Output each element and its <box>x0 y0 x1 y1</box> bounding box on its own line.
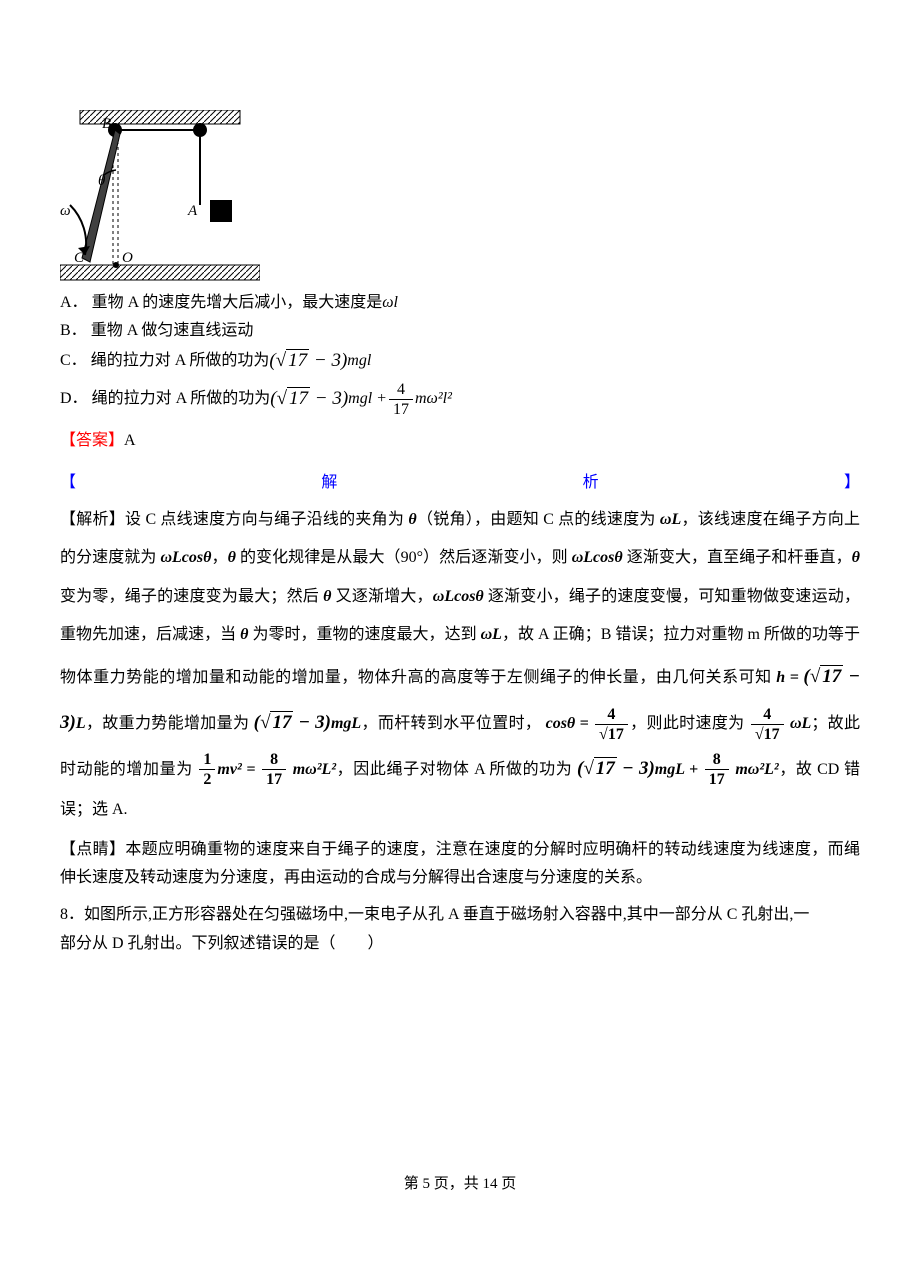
fig-label-B: B <box>102 116 111 132</box>
option-D-text: 绳的拉力对 A 所做的功为 <box>92 387 271 411</box>
option-D-mid: mgl + <box>348 387 387 411</box>
q8-num: 8． <box>60 906 84 923</box>
option-D-label: D． <box>60 387 88 411</box>
explanation-body: 【解析】设 C 点线速度方向与绳子沿线的夹角为 θ（锐角），由题知 C 点的线速… <box>60 501 860 830</box>
page-footer: 第 5 页，共 14 页 <box>0 1172 920 1193</box>
point-section: 【点睛】本题应明确重物的速度来自于绳子的速度，注意在速度的分解时应明确杆的转动线… <box>60 836 860 894</box>
option-A: A． 重物 A 的速度先增大后减小，最大速度是 ωl <box>60 291 860 315</box>
q8-line2: 部分从 D 孔射出。下列叙述错误的是（ ） <box>60 935 384 952</box>
option-B-text: 重物 A 做匀速直线运动 <box>91 319 254 343</box>
option-A-text: 重物 A 的速度先增大后减小，最大速度是 <box>92 291 383 315</box>
q8-line1: 如图所示,正方形容器处在匀强磁场中,一束电子从孔 A 垂直于磁场射入容器中,其中… <box>84 906 809 923</box>
point-label: 【点睛】 <box>60 841 125 858</box>
option-A-math: ωl <box>382 291 398 315</box>
fig-label-C: C <box>74 250 85 266</box>
option-D: D． 绳的拉力对 A 所做的功为 (√17 − 3) mgl + 417 mω²… <box>60 380 860 419</box>
option-C-text: 绳的拉力对 A 所做的功为 <box>91 349 270 373</box>
point-text: 本题应明确重物的速度来自于绳子的速度，注意在速度的分解时应明确杆的转动线速度为线… <box>60 841 860 887</box>
analysis-close: 】 <box>844 471 860 495</box>
problem-figure: B A C O θ ω <box>60 110 260 285</box>
analysis-mid2: 析 <box>583 471 599 495</box>
option-C-after: mgl <box>347 349 371 373</box>
analysis-open: 【 <box>60 471 76 495</box>
analysis-header: 【 解 析 】 <box>60 471 860 495</box>
answer-line: 【答案】A <box>60 429 860 453</box>
option-D-after: mω²l² <box>415 387 452 411</box>
option-C-label: C． <box>60 349 87 373</box>
answer-label: 【答案】 <box>60 432 124 449</box>
analysis-mid1: 解 <box>321 471 337 495</box>
question-8: 8．如图所示,正方形容器处在匀强磁场中,一束电子从孔 A 垂直于磁场射入容器中,… <box>60 901 860 959</box>
option-B: B． 重物 A 做匀速直线运动 <box>60 319 860 343</box>
option-C: C． 绳的拉力对 A 所做的功为 (√17 − 3) mgl <box>60 347 860 376</box>
fig-label-theta: θ <box>98 173 106 189</box>
option-B-label: B． <box>60 319 87 343</box>
fig-label-A: A <box>187 203 198 219</box>
answer-text: A <box>124 432 136 449</box>
option-A-label: A． <box>60 291 88 315</box>
fig-label-O: O <box>122 250 133 266</box>
fig-label-omega: ω <box>60 203 71 219</box>
